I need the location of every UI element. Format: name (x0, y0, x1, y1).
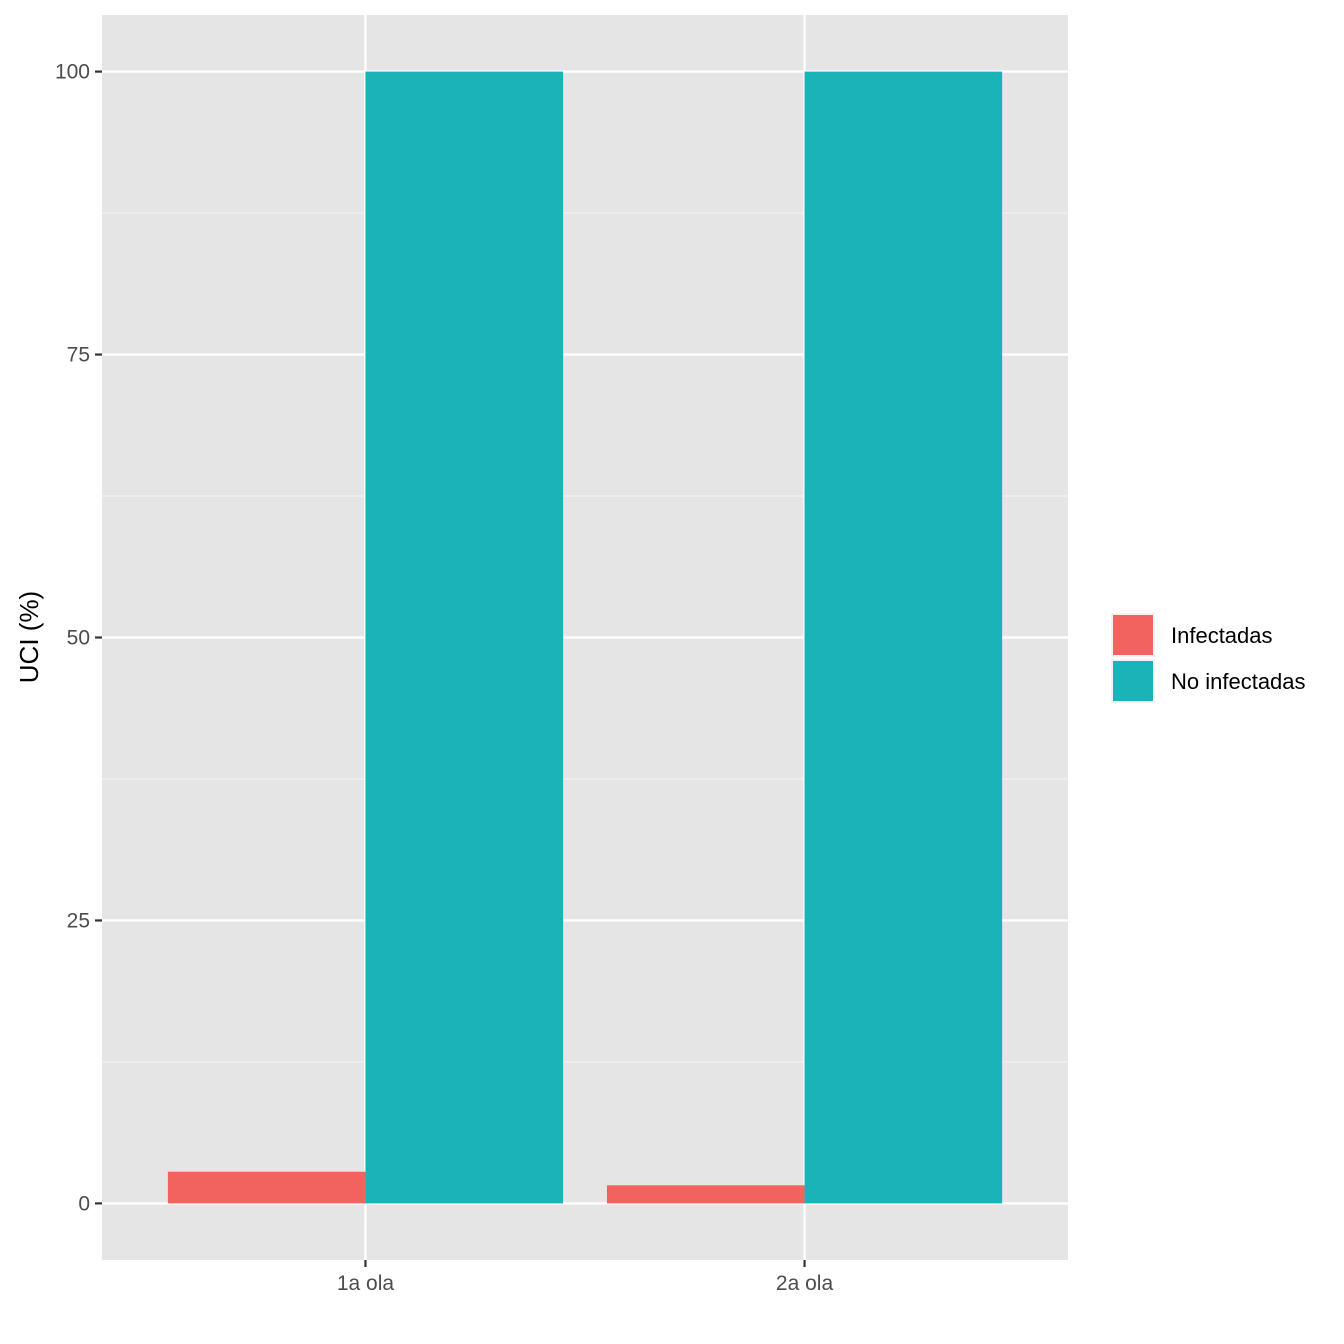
legend-label: No infectadas (1171, 669, 1306, 694)
x-tick-label: 2a ola (776, 1272, 834, 1295)
bar-no-infectadas-2 (804, 71, 1003, 1204)
y-tick-label: 75 (67, 344, 90, 367)
x-axis: 1a ola 2a ola (337, 1260, 834, 1295)
legend-swatch-2 (1113, 661, 1153, 701)
legend-label: Infectadas (1171, 623, 1273, 648)
legend-swatch-1 (1113, 615, 1153, 655)
y-axis-title: UCI (%) (14, 591, 44, 683)
y-tick-label: 0 (78, 1192, 90, 1215)
y-tick-label: 100 (55, 61, 90, 84)
x-tick-label: 1a ola (337, 1272, 395, 1295)
y-axis: 0 25 50 75 100 (55, 61, 102, 1215)
bars (167, 71, 1003, 1204)
bar-no-infectadas-1 (365, 71, 564, 1204)
bar-infectadas-2 (606, 1185, 805, 1204)
legend: Infectadas No infectadas (1111, 613, 1306, 703)
y-tick-label: 50 (67, 627, 90, 650)
bar-infectadas-1 (167, 1171, 366, 1204)
y-tick-label: 25 (67, 909, 90, 932)
